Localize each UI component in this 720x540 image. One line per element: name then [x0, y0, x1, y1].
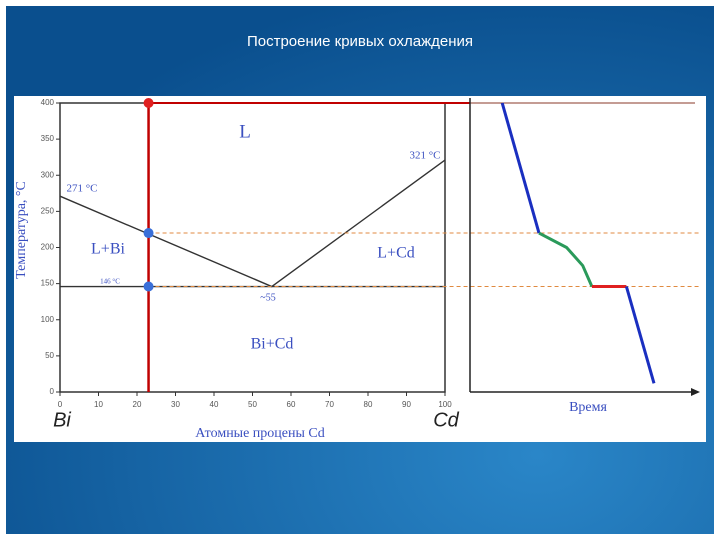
y-tick-label: 150 [41, 279, 55, 288]
y-tick-label: 100 [41, 315, 55, 324]
x-tick-label: 100 [438, 400, 452, 409]
annotation: 146 °C [100, 278, 120, 286]
x-tick-label: 40 [210, 400, 219, 409]
x-axis-label: Атомные процены Cd [195, 426, 325, 441]
point [143, 281, 154, 292]
annotation: L [239, 121, 251, 142]
point [143, 98, 154, 108]
x-end-label: Cd [433, 409, 459, 431]
cooling-line [538, 231, 594, 288]
y-tick-label: 350 [41, 134, 55, 143]
x-tick-label: 0 [58, 400, 63, 409]
annotation: ~55 [260, 292, 275, 303]
annotation: 321 °C [410, 150, 441, 162]
cooling-line [500, 102, 541, 234]
y-tick-label: 200 [41, 243, 55, 252]
y-tick-label: 0 [50, 387, 55, 396]
annotation: L+Cd [377, 245, 414, 262]
x-tick-label: 70 [325, 400, 334, 409]
slide-title: Построение кривых охлаждения [247, 33, 473, 50]
y-tick-label: 300 [41, 170, 55, 179]
y-tick-label: 50 [45, 351, 54, 360]
x-tick-label: 50 [248, 400, 257, 409]
panel [14, 96, 706, 442]
annotation: Bi+Cd [251, 336, 294, 353]
charts: 0 50 100 150 200 250 300 350 400 0 10 20 30 40 50 60 70 8… [14, 98, 700, 441]
point [143, 228, 154, 239]
x-tick-label: 80 [364, 400, 373, 409]
cooling-line [624, 286, 656, 384]
annotation: 271 °C [67, 183, 98, 195]
x-tick-label: 20 [133, 400, 142, 409]
y-axis-label: Температура, °C [14, 181, 29, 279]
y-tick-label: 250 [41, 206, 55, 215]
x-tick-label: 10 [94, 400, 103, 409]
x-end-label: Bi [53, 409, 71, 431]
y-tick-label: 400 [41, 98, 55, 107]
x-tick-label: 90 [402, 400, 411, 409]
x-tick-label: 30 [171, 400, 180, 409]
annotation: L+Bi [91, 241, 125, 258]
x-axis-label: Время [569, 400, 607, 415]
x-arrow [691, 388, 700, 396]
x-tick-label: 60 [287, 400, 296, 409]
